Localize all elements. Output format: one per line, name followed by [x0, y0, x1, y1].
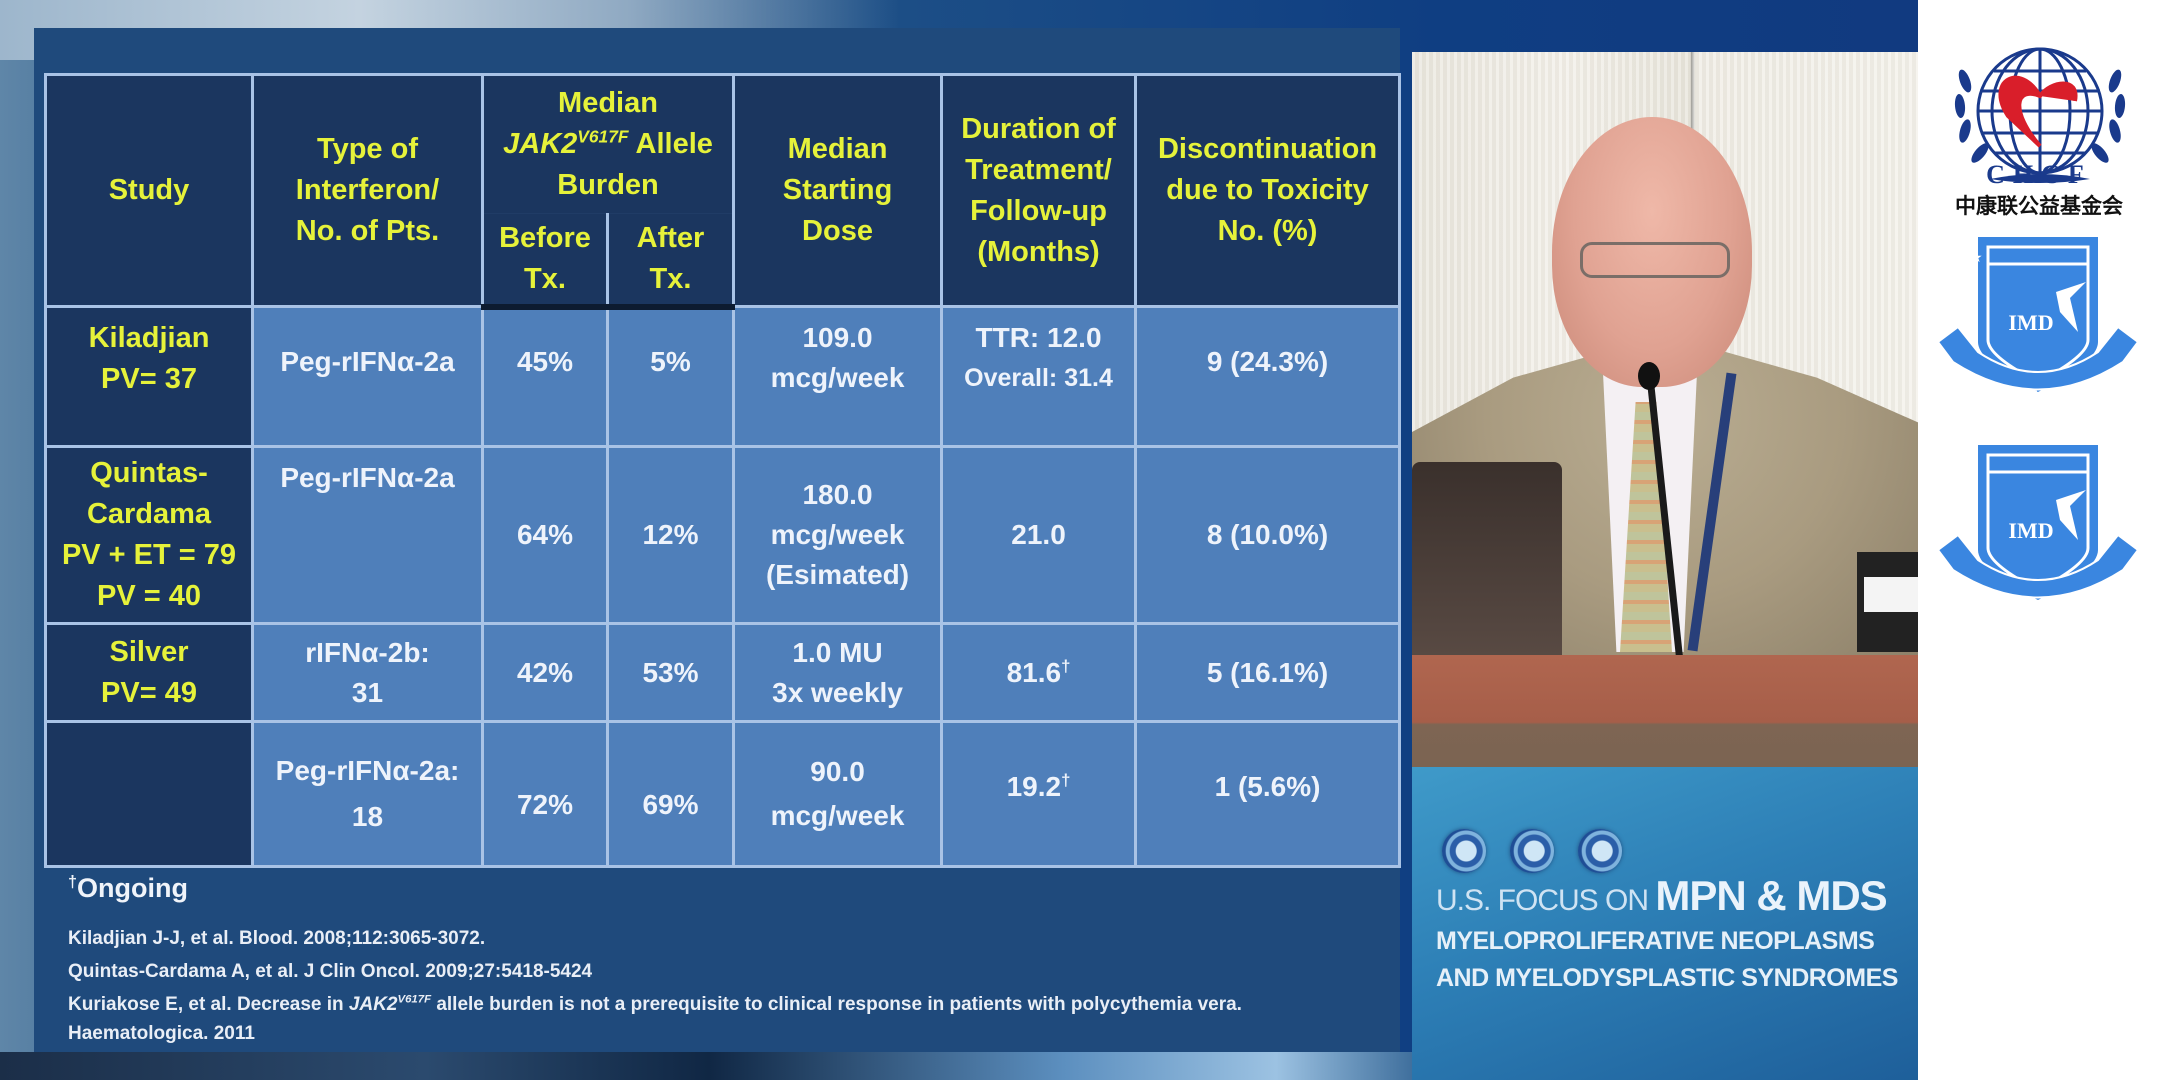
- glasses: [1580, 242, 1730, 278]
- name-card: [1864, 577, 1918, 612]
- chcf-abbr: CHCF: [1986, 160, 2092, 189]
- slide: Study Type of Interferon/No. of Pts. Medi…: [34, 28, 1402, 1052]
- cell-after: 12%: [605, 445, 736, 625]
- chcf-globe-icon: [1954, 47, 2126, 183]
- table-row: Kiladjian PV= 37 Peg-rIFNα-2a 45% 5% 109.…: [44, 305, 1402, 448]
- footnotes: †Ongoing Kiladjian J-J, et al. Blood. 20…: [68, 873, 1242, 1050]
- reference-2: Quintas-Cardama A, et al. J Clin Oncol. …: [68, 961, 593, 982]
- header-duration: Duration of Treatment/Follow-up (Months): [940, 73, 1138, 308]
- podium: [1412, 655, 1918, 767]
- cell-after: 69%: [605, 720, 736, 868]
- cell-after: 53%: [605, 622, 736, 723]
- header-allele-burden: Median JAK2V617F Allele Burden: [480, 73, 736, 214]
- reference-1: Kiladjian J-J, et al. Blood. 2008;112:30…: [68, 928, 486, 949]
- cell-dose: 1.0 MU 3x weekly: [732, 622, 944, 723]
- reference-3: Kuriakose E, et al. Decrease in JAK2V617…: [68, 993, 1242, 1015]
- cell-discontinuation: 8 (10.0%): [1134, 445, 1402, 625]
- sponsor-logos: CHCF 中康联公益基金会 ★ IMD 君智医学 IMD 海纳医学: [1918, 0, 2160, 1080]
- cell-type: rIFNα-2b: 31: [251, 622, 484, 723]
- cell-type: Peg-rIFNα-2a: 18: [251, 720, 484, 868]
- imd-name-2: 海纳医学: [1999, 597, 2079, 619]
- footnote-ongoing: †Ongoing: [68, 873, 188, 903]
- cell-dose: 109.0 mcg/week: [732, 305, 944, 448]
- cell-discontinuation: 1 (5.6%): [1134, 720, 1402, 868]
- cell-duration: TTR: 12.0 Overall: 31.4: [940, 305, 1138, 448]
- cell-study: Quintas- Cardama PV + ET = 79 PV = 40: [44, 445, 254, 625]
- circle-icon: [1442, 829, 1486, 873]
- header-discontinuation: Discontinuation due to Toxicity No. (%): [1134, 73, 1402, 308]
- header-study: Study: [44, 73, 254, 308]
- svg-text:★: ★: [1970, 249, 1983, 265]
- speaker-video: [1412, 52, 1918, 767]
- cell-before: 45%: [481, 305, 609, 448]
- table-row: Silver PV= 49 rIFNα-2b: 31 42% 53% 1.0 MU 3…: [44, 622, 1402, 723]
- circle-icon: [1510, 829, 1554, 873]
- cell-study-empty: [44, 720, 254, 868]
- table-row: Quintas- Cardama PV + ET = 79 PV = 40 Peg-r…: [44, 445, 1402, 625]
- cell-duration: 19.2†: [940, 720, 1138, 868]
- reference-3-journal: Haematologica. 2011: [68, 1023, 255, 1044]
- cell-study: Kiladjian PV= 37: [44, 305, 254, 448]
- conference-title: U.S. FOCUS ON MPN & MDS: [1436, 872, 1888, 919]
- laptop: [1412, 462, 1562, 672]
- imd-shield-icon: ★: [1938, 237, 2138, 392]
- cell-duration: 81.6†: [940, 622, 1138, 723]
- chcf-name: 中康联公益基金会: [1955, 195, 2123, 218]
- header-after-tx: After Tx.: [605, 213, 736, 310]
- imd-abbr-2: IMD: [2008, 518, 2054, 543]
- cell-dose: 90.0 mcg/week: [732, 720, 944, 868]
- imd-abbr-1: IMD: [2008, 310, 2054, 335]
- interferon-studies-table: Study Type of Interferon/No. of Pts. Medi…: [44, 73, 1402, 868]
- conference-subtitle-2: AND MYELODYSPLASTIC SYNDROMES: [1436, 964, 1898, 992]
- conference-subtitle-1: MYELOPROLIFERATIVE NEOPLASMS: [1436, 927, 1875, 955]
- cell-duration: 21.0: [940, 445, 1138, 625]
- header-type: Type of Interferon/No. of Pts.: [251, 73, 484, 308]
- header-before-tx: Before Tx.: [481, 213, 609, 310]
- background-bottom: [0, 1052, 1418, 1080]
- cell-discontinuation: 5 (16.1%): [1134, 622, 1402, 723]
- cell-study: Silver PV= 49: [44, 622, 254, 723]
- conference-logo-dots: [1442, 829, 1622, 873]
- cell-discontinuation: 9 (24.3%): [1134, 305, 1402, 448]
- cell-before: 42%: [481, 622, 609, 723]
- cell-type: Peg-rIFNα-2a: [251, 445, 484, 625]
- circle-icon: [1578, 829, 1622, 873]
- header-dose: Median Starting Dose: [732, 73, 944, 308]
- imd-shield-icon: [1938, 445, 2138, 600]
- cell-before: 64%: [481, 445, 609, 625]
- conference-banner: U.S. FOCUS ON MPN & MDS MYELOPROLIFERATI…: [1412, 767, 1918, 1080]
- cell-after: 5%: [605, 305, 736, 448]
- cell-dose: 180.0 mcg/week (Esimated): [732, 445, 944, 625]
- imd-name-1: 君智医学: [1999, 389, 2079, 411]
- cell-type: Peg-rIFNα-2a: [251, 305, 484, 448]
- table-row: Peg-rIFNα-2a: 18 72% 69% 90.0 mcg/week 19.…: [44, 720, 1402, 868]
- cell-before: 72%: [481, 720, 609, 868]
